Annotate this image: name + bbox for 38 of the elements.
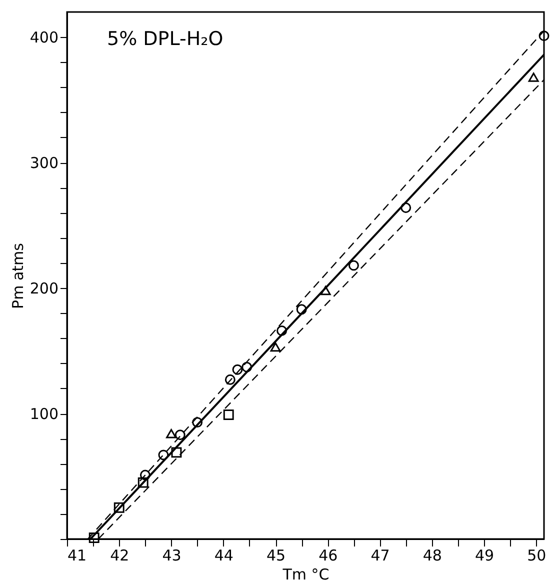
y-tick-label: 200 [30,280,58,298]
point [166,428,176,438]
point [348,260,359,271]
x-tick-label: 42 [110,546,130,564]
point [232,364,243,375]
x-tick-label: 43 [162,546,182,564]
x-tick-label: 45 [266,546,286,564]
point [400,202,412,213]
x-tick-label: 49 [475,546,494,564]
y-tick-label: 300 [30,154,58,172]
text: 5% DPL-H₂O [107,28,224,50]
x-tick-label: 44 [214,546,234,564]
point [140,470,150,480]
point [88,532,100,543]
point [224,374,236,385]
point [276,325,287,336]
point [223,410,234,420]
x-tick-label: 47 [370,546,390,564]
x-axis-title: Tm °C [282,566,330,584]
x-tick-label: 46 [318,546,338,564]
point [114,502,124,513]
point [270,342,281,352]
point [242,362,252,372]
point [320,286,331,296]
x-tick-label: 48 [422,546,442,564]
point [528,72,539,82]
point [192,417,203,428]
point [158,450,169,460]
point [174,430,186,440]
point [138,477,148,488]
point [296,304,307,315]
point [171,447,182,458]
y-tick-label: 100 [30,405,58,424]
x-tick-label: 50 [527,546,546,564]
point [538,30,550,42]
y-tick-label: 400 [30,28,58,47]
x-tick-label: 41 [68,546,87,564]
y-axis-title: Pm atms [8,242,27,309]
